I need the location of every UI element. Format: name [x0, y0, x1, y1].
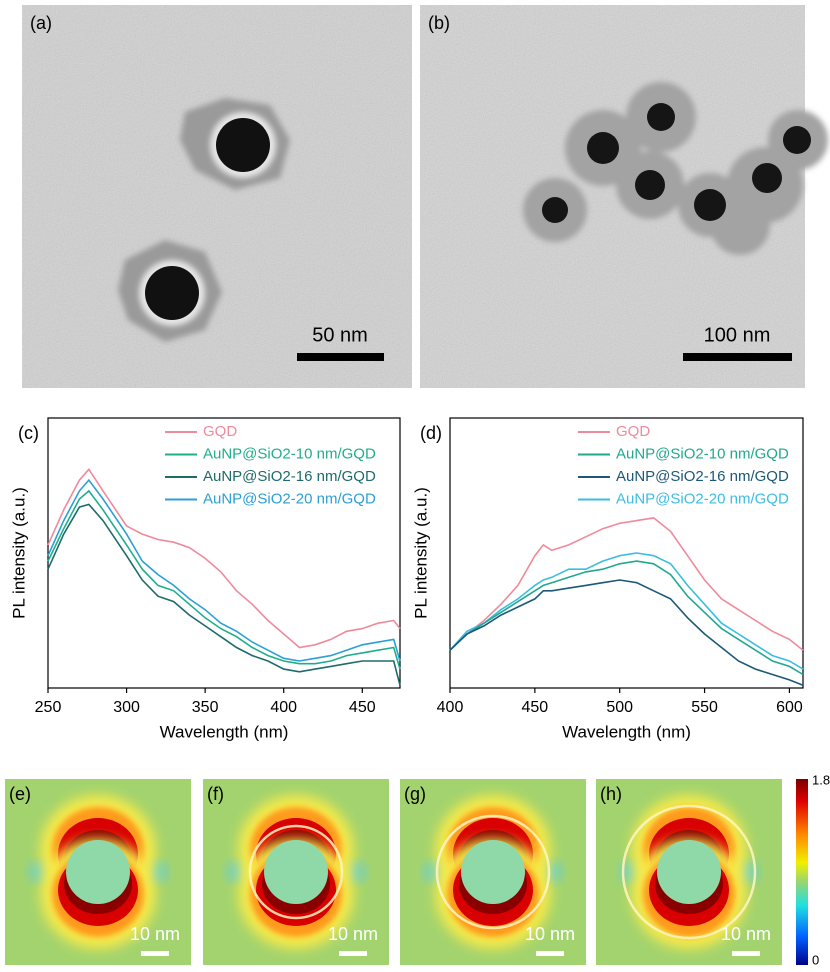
particle: [66, 840, 130, 904]
tem-image-b: [420, 5, 828, 388]
scale-label: 10 nm: [130, 924, 180, 944]
legend-label: AuNP@SiO2-20 nm/GQD: [203, 490, 376, 507]
panel-label: (h): [600, 784, 622, 804]
x-tick-label: 450: [522, 699, 549, 716]
y-axis-title: PL intensity (a.u.): [411, 487, 430, 619]
series-line: [47, 503, 401, 686]
series-line: [47, 489, 401, 670]
scale-bar: [339, 951, 367, 956]
scale-bar: [732, 951, 760, 956]
x-tick-label: 350: [192, 699, 219, 716]
legend-label: AuNP@SiO2-10 nm/GQD: [203, 445, 376, 462]
field-map: [596, 779, 782, 965]
scale-label: 10 nm: [328, 924, 378, 944]
x-tick-label: 550: [691, 699, 718, 716]
colorbar-label: 0: [812, 952, 819, 967]
scale-bar: [141, 951, 169, 956]
scale-label: 10 nm: [721, 924, 771, 944]
scale-label: 100 nm: [704, 324, 771, 346]
x-tick-label: 250: [35, 699, 62, 716]
particle: [657, 840, 721, 904]
plot-frame: [47, 417, 401, 689]
particle: [461, 840, 525, 904]
scale-bar: [536, 951, 564, 956]
x-tick-label: 300: [113, 699, 140, 716]
series-line: [449, 560, 804, 676]
tem-image-a: [22, 5, 412, 388]
panel-label: (d): [420, 423, 442, 443]
scale-label: 10 nm: [525, 924, 575, 944]
series-line: [449, 579, 804, 687]
panel-label: (f): [207, 784, 224, 804]
legend-label: GQD: [203, 423, 237, 440]
colorbar: [796, 779, 808, 965]
x-axis-title: Wavelength (nm): [160, 722, 289, 741]
field-map: [203, 779, 389, 965]
particle: [264, 840, 328, 904]
shell: [621, 804, 757, 940]
legend-label: AuNP@SiO2-16 nm/GQD: [203, 468, 376, 485]
x-axis-title: Wavelength (nm): [562, 722, 691, 741]
x-tick-label: 400: [270, 699, 297, 716]
x-tick-label: 400: [437, 699, 464, 716]
panel-label: (g): [404, 784, 426, 804]
field-map: [400, 779, 586, 965]
series-line: [47, 478, 401, 662]
legend-label: AuNP@SiO2-16 nm/GQD: [616, 468, 789, 485]
colorbar-label: 1.8: [812, 772, 830, 787]
x-tick-label: 500: [606, 699, 633, 716]
x-tick-label: 600: [776, 699, 803, 716]
legend-label: AuNP@SiO2-10 nm/GQD: [616, 445, 789, 462]
scale-label: 50 nm: [312, 324, 368, 346]
shell: [435, 814, 551, 930]
series-line: [449, 552, 804, 670]
panel-label: (c): [18, 423, 39, 443]
panel-label: (b): [428, 13, 450, 33]
shell: [248, 824, 344, 920]
series-line: [449, 517, 804, 651]
panel-label: (e): [9, 784, 31, 804]
panel-label: (a): [30, 13, 52, 33]
x-tick-label: 450: [349, 699, 376, 716]
plot-frame: [449, 417, 804, 689]
y-axis-title: PL intensity (a.u.): [9, 487, 28, 619]
legend-label: AuNP@SiO2-20 nm/GQD: [616, 490, 789, 507]
series-line: [47, 467, 401, 649]
field-map: [5, 779, 191, 965]
legend-label: GQD: [616, 423, 650, 440]
